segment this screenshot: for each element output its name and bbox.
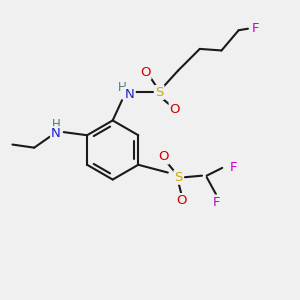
Text: F: F (212, 196, 220, 208)
Text: F: F (230, 161, 237, 174)
Text: O: O (169, 103, 180, 116)
Text: N: N (51, 127, 61, 140)
Text: S: S (175, 171, 183, 184)
Text: H: H (52, 118, 60, 131)
Text: O: O (158, 151, 168, 164)
Text: H: H (118, 81, 126, 94)
Text: F: F (252, 22, 260, 35)
Text: O: O (140, 66, 151, 79)
Text: O: O (177, 194, 187, 207)
Text: N: N (125, 88, 135, 100)
Text: S: S (155, 86, 164, 99)
